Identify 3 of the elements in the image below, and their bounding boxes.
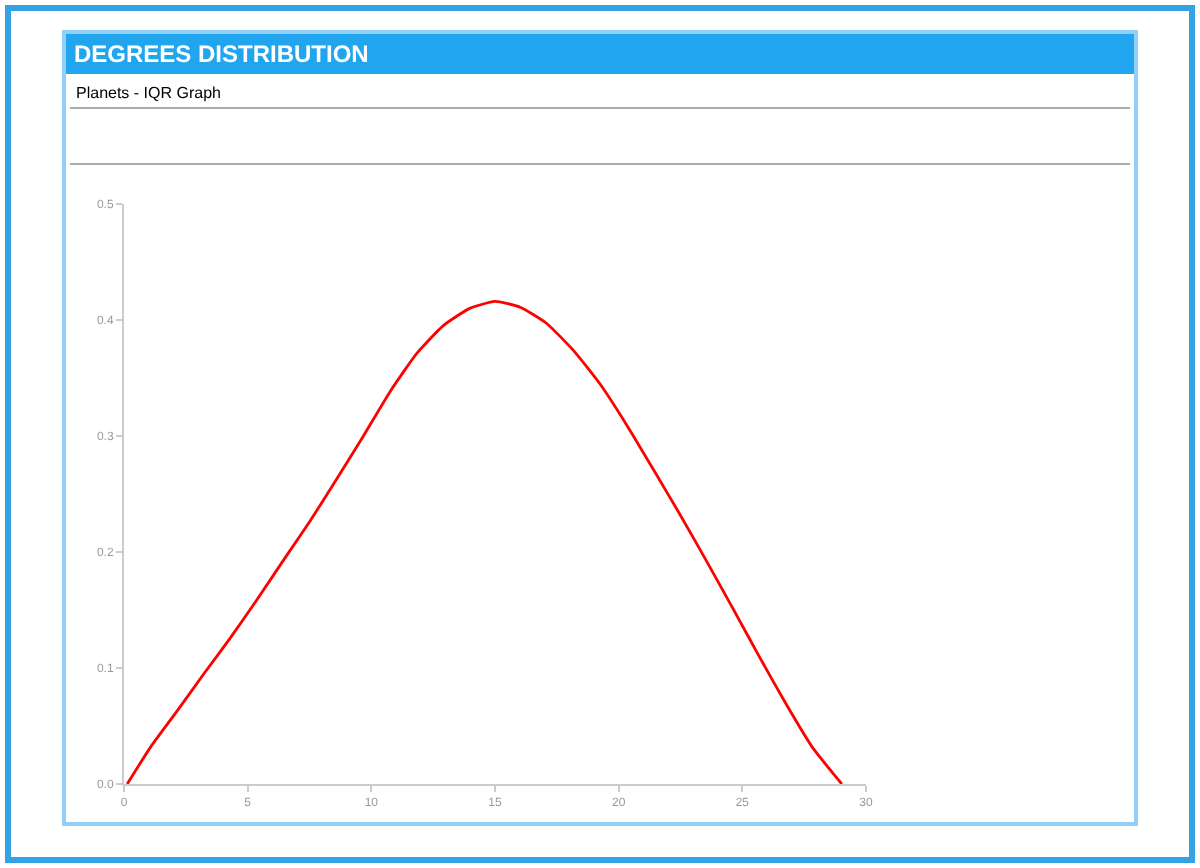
line-series [125, 300, 844, 784]
chart-subtitle: Planets - IQR Graph [76, 84, 221, 102]
chart-title: DEGREES DISTRIBUTION [74, 40, 369, 69]
